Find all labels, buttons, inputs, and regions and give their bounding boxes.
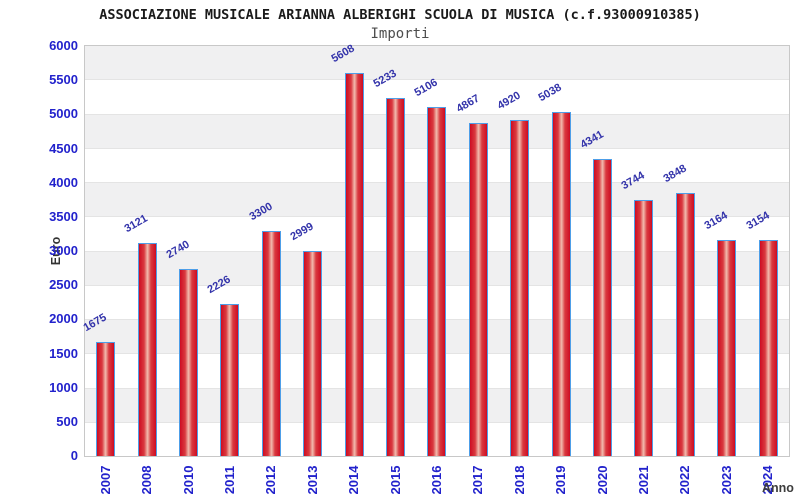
plot-area: 1675 3121 2740 2226 3300 2999 5608 5233 5106 4867… bbox=[81, 42, 790, 457]
bar-value-label: 3121 bbox=[122, 212, 151, 235]
bar-group: 4341 bbox=[578, 46, 623, 456]
bar-group: 3164 bbox=[702, 46, 747, 456]
bar bbox=[386, 98, 406, 456]
bar-value-label: 5038 bbox=[536, 81, 565, 104]
bar-group: 3848 bbox=[661, 46, 706, 456]
bar-value-label: 2740 bbox=[164, 238, 192, 261]
y-tick-label: 1000 bbox=[49, 379, 78, 395]
bar-value-label: 3744 bbox=[619, 169, 647, 193]
x-tick-label: 2020 bbox=[594, 465, 610, 495]
y-tick-label: 2000 bbox=[49, 311, 78, 327]
y-tick-label: 3000 bbox=[49, 243, 78, 258]
bar-group: 3744 bbox=[619, 46, 664, 456]
x-tick-label: 2016 bbox=[429, 465, 444, 495]
plot-band bbox=[85, 46, 789, 81]
x-tick-label: 2010 bbox=[180, 465, 196, 495]
y-tick-label: 5500 bbox=[49, 72, 78, 88]
bar-group: 2999 bbox=[288, 46, 333, 456]
bar-value-label: 4920 bbox=[495, 89, 523, 112]
bar-group: 3154 bbox=[744, 46, 789, 456]
bar bbox=[220, 303, 240, 456]
bar-value-label: 5608 bbox=[329, 42, 358, 65]
x-tick-label: 2017 bbox=[470, 465, 486, 495]
bar bbox=[344, 72, 364, 456]
bar bbox=[468, 123, 488, 456]
bar bbox=[758, 240, 778, 456]
y-tick-label: 1500 bbox=[49, 345, 78, 361]
x-tick-label: 2013 bbox=[304, 465, 320, 495]
y-tick-label: 5000 bbox=[49, 106, 78, 122]
x-tick-label: 2024 bbox=[760, 465, 776, 495]
bar bbox=[675, 193, 695, 456]
x-tick-label: 2021 bbox=[636, 465, 652, 495]
bar bbox=[427, 107, 447, 456]
bar-group: 3300 bbox=[247, 46, 292, 456]
y-tick-label: 500 bbox=[56, 413, 78, 429]
bar-value-label: 2999 bbox=[288, 220, 316, 244]
bar bbox=[137, 242, 157, 456]
x-tick-label: 2012 bbox=[263, 465, 279, 495]
y-tick-label: 3500 bbox=[49, 208, 78, 224]
x-tick-label: 2008 bbox=[139, 465, 155, 495]
bar-value-label: 5233 bbox=[371, 67, 399, 91]
bar-group: 4867 bbox=[454, 46, 499, 456]
bar-value-label: 3154 bbox=[744, 209, 772, 233]
bar-value-label: 1675 bbox=[81, 311, 109, 334]
bar-value-label: 2226 bbox=[205, 273, 233, 297]
bar-group: 5608 bbox=[330, 42, 374, 456]
bar bbox=[634, 200, 654, 456]
bar-group: 5106 bbox=[412, 46, 457, 456]
x-tick-label: 2007 bbox=[97, 465, 113, 495]
bar-group: 2226 bbox=[205, 46, 250, 456]
bar-group: 1675 bbox=[81, 46, 126, 456]
bar-value-label: 5106 bbox=[412, 76, 440, 100]
bar bbox=[717, 239, 737, 456]
x-axis-label: Anno bbox=[762, 481, 794, 495]
bar-group: 3121 bbox=[122, 46, 167, 456]
x-tick-label: 2019 bbox=[553, 465, 569, 495]
bar bbox=[551, 111, 571, 456]
bar-value-label: 3300 bbox=[247, 199, 275, 223]
chart-title: ASSOCIAZIONE MUSICALE ARIANNA ALBERIGHI … bbox=[99, 7, 701, 23]
y-tick-label: 4500 bbox=[49, 140, 78, 156]
bar-value-label: 4867 bbox=[454, 92, 482, 116]
x-tick-label: 2014 bbox=[346, 465, 362, 495]
bar-value-label: 4341 bbox=[578, 128, 606, 152]
y-tick-label: 2500 bbox=[49, 277, 78, 293]
bar-group: 5233 bbox=[371, 46, 416, 456]
bar bbox=[261, 230, 281, 456]
bar-value-label: 3848 bbox=[661, 162, 689, 186]
bar bbox=[510, 119, 530, 456]
y-tick-label: 4000 bbox=[49, 174, 78, 190]
y-tick-label: 0 bbox=[70, 448, 78, 463]
x-tick-label: 2015 bbox=[387, 465, 403, 495]
bar bbox=[179, 268, 199, 456]
y-tick-label: 6000 bbox=[49, 38, 78, 53]
chart-subtitle: Importi bbox=[370, 26, 430, 42]
bar bbox=[96, 341, 116, 456]
x-tick-label: 2011 bbox=[221, 465, 237, 495]
bar-group: 4920 bbox=[495, 46, 540, 456]
bar bbox=[593, 159, 613, 456]
bar bbox=[303, 251, 323, 456]
bars-container: 1675 3121 2740 2226 3300 2999 5608 5233 5106 4867… bbox=[81, 42, 789, 456]
x-tick-label: 2022 bbox=[677, 465, 693, 495]
x-tick-label: 2023 bbox=[718, 465, 734, 495]
bar-value-label: 3164 bbox=[702, 209, 730, 232]
bar-group: 2740 bbox=[164, 46, 209, 456]
bar-group: 5038 bbox=[536, 46, 581, 456]
x-tick-label: 2018 bbox=[511, 465, 527, 495]
